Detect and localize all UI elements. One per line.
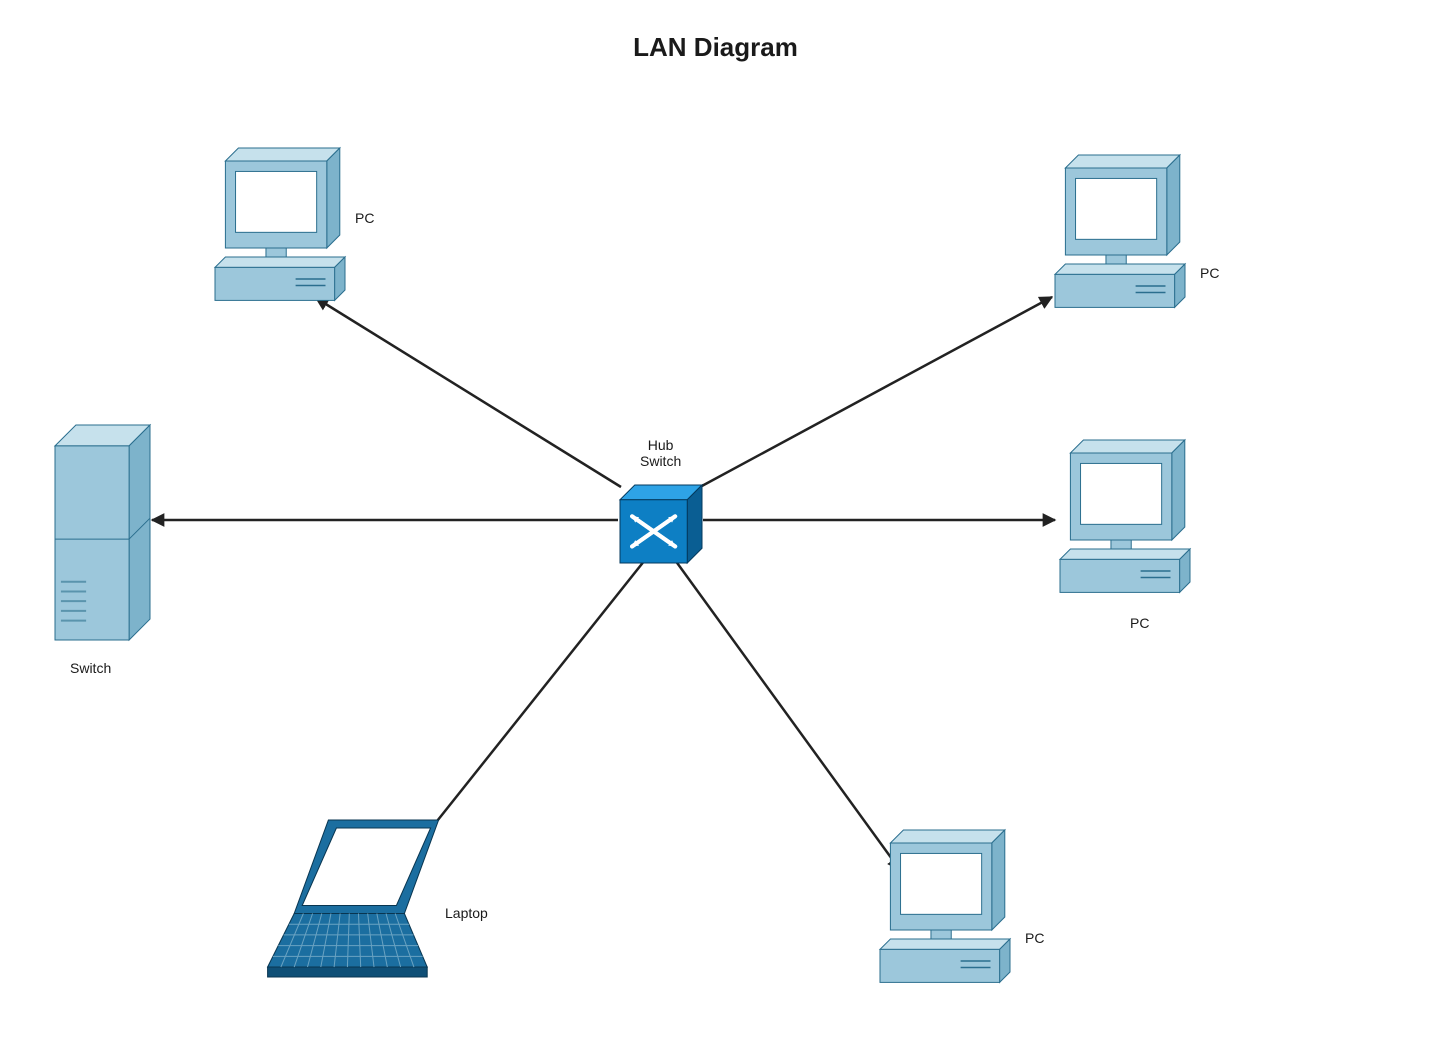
node-hub	[620, 485, 702, 563]
diagram-canvas	[0, 0, 1431, 1054]
edge-hub-pc_tl	[316, 298, 621, 487]
node-pc_r	[1060, 440, 1190, 592]
node-pc_br	[880, 830, 1010, 982]
node-switch	[55, 425, 150, 640]
node-pc_tr	[1055, 155, 1185, 307]
edge-hub-pc_br	[675, 560, 900, 870]
node-pc_tl	[215, 148, 345, 300]
nodes-layer	[55, 148, 1190, 982]
edges-layer	[152, 297, 1055, 870]
node-laptop	[268, 820, 439, 977]
edge-hub-laptop	[410, 560, 645, 855]
edge-hub-pc_tr	[700, 297, 1052, 487]
